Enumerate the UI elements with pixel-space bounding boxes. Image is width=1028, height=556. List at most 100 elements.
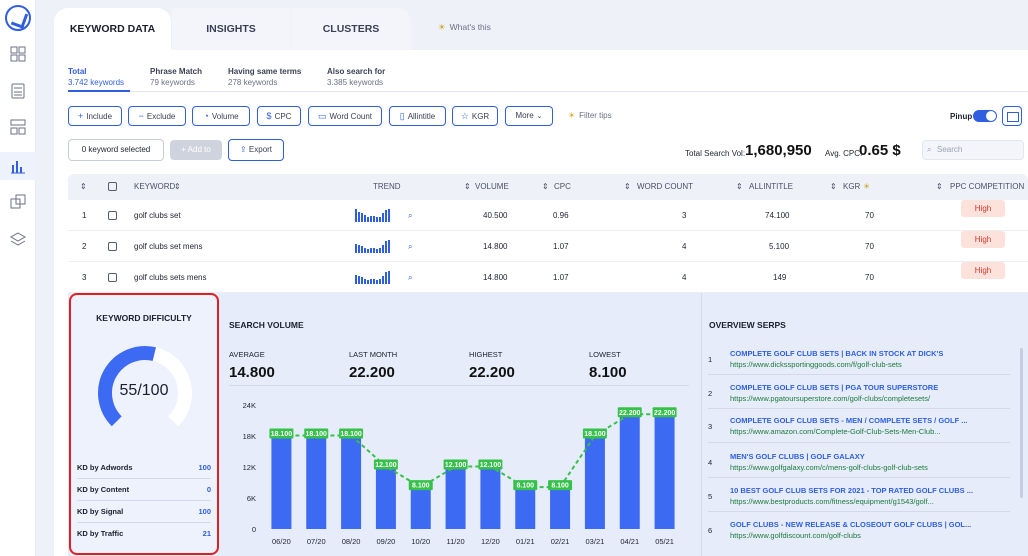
- serp-rank: 2: [708, 389, 713, 398]
- sort-icon[interactable]: ⇕: [80, 182, 87, 191]
- col-kgr[interactable]: KGR: [843, 182, 861, 191]
- document-icon: ▯: [399, 111, 405, 121]
- sort-icon[interactable]: ⇕: [174, 182, 181, 191]
- filter-tips-link[interactable]: ☀ Filter tips: [568, 111, 612, 120]
- col-keyword[interactable]: KEYWORD: [134, 182, 176, 191]
- search-icon[interactable]: ⌕: [408, 242, 413, 251]
- filter-tips-label: Filter tips: [579, 111, 612, 120]
- keyword-cell[interactable]: golf clubs set mens: [134, 242, 203, 251]
- volume-icon: ◔: [203, 111, 209, 121]
- col-cpc[interactable]: CPC: [554, 182, 571, 191]
- serps-scrollbar[interactable]: [1020, 348, 1023, 498]
- x-tick-label: 01/21: [516, 537, 535, 546]
- more-button[interactable]: More ⌄: [505, 106, 553, 126]
- x-tick-label: 02/21: [551, 537, 570, 546]
- app-logo[interactable]: [5, 5, 31, 31]
- tab-keyword-data[interactable]: KEYWORD DATA: [54, 8, 171, 50]
- cpc-cell: 0.96: [553, 211, 569, 220]
- layers-icon[interactable]: [10, 231, 26, 247]
- cpc-cell: 1.07: [553, 273, 569, 282]
- sort-icon[interactable]: ⇕: [624, 182, 631, 191]
- whats-this-label: What's this: [449, 22, 491, 32]
- dashboard-icon[interactable]: [10, 46, 26, 62]
- col-trend[interactable]: TREND: [373, 182, 401, 191]
- data-label: 8.100: [516, 483, 534, 490]
- sort-icon[interactable]: ⇕: [936, 182, 943, 191]
- tab-clusters[interactable]: CLUSTERS: [291, 8, 411, 50]
- row-checkbox[interactable]: [108, 262, 117, 293]
- sort-icon[interactable]: ⇕: [736, 182, 743, 191]
- calculator-icon[interactable]: [10, 83, 26, 99]
- data-label-bg: [269, 428, 294, 439]
- serp-url[interactable]: https://www.dickssportinggoods.com/f/gol…: [730, 360, 902, 369]
- volume-button[interactable]: ◔ Volume: [192, 106, 250, 126]
- exclude-label: Exclude: [146, 112, 176, 121]
- coin-icon: $: [266, 111, 272, 121]
- table-row[interactable]: 2 golf clubs set mens ⌕ 14.800 1.07 4 5.…: [68, 231, 1028, 262]
- serp-title[interactable]: 10 BEST GOLF CLUB SETS FOR 2021 - TOP RA…: [730, 486, 973, 495]
- data-label: 18.100: [271, 431, 293, 438]
- search-icon[interactable]: ⌕: [408, 211, 413, 220]
- search-placeholder: Search: [937, 145, 963, 154]
- word-count-button[interactable]: ▭ Word Count: [308, 106, 382, 126]
- ppc-badge: High: [961, 200, 1005, 217]
- pinup-toggle[interactable]: [973, 110, 997, 122]
- kd-content-row: KD by Content 0: [77, 485, 211, 494]
- col-word-count[interactable]: WORD COUNT: [637, 182, 693, 191]
- data-label-bg: [617, 407, 642, 418]
- kgr-button[interactable]: ☆ KGR: [452, 106, 498, 126]
- row-checkbox[interactable]: [108, 231, 117, 262]
- kgr-label: KGR: [471, 112, 490, 121]
- tab-insights[interactable]: INSIGHTS: [172, 8, 290, 50]
- stat-value: 14.800: [229, 364, 275, 381]
- serp-title[interactable]: COMPLETE GOLF CLUB SETS | PGA TOUR SUPER…: [730, 383, 939, 392]
- data-label: 18.100: [306, 431, 328, 438]
- serp-url[interactable]: https://www.golfgalaxy.com/c/mens-golf-c…: [730, 463, 928, 472]
- select-all-checkbox[interactable]: [108, 174, 117, 200]
- search-icon[interactable]: ⌕: [408, 273, 413, 282]
- serp-title[interactable]: MEN'S GOLF CLUBS | GOLF GALAXY: [730, 452, 865, 461]
- kd-label: KD by Traffic: [77, 529, 124, 538]
- row-checkbox[interactable]: [108, 200, 117, 231]
- whats-this-link[interactable]: ☀ What's this: [438, 22, 491, 33]
- serp-url[interactable]: https://www.golfdiscount.com/golf-clubs: [730, 531, 861, 540]
- serp-title[interactable]: GOLF CLUBS - NEW RELEASE & CLOSEOUT GOLF…: [730, 520, 972, 529]
- stat-label: LAST MONTH: [349, 350, 398, 359]
- serp-title[interactable]: COMPLETE GOLF CLUB SETS - MEN / COMPLETE…: [730, 416, 968, 425]
- table-row[interactable]: 1 golf clubs set ⌕ 40.500 0.96 3 74.100 …: [68, 200, 1028, 231]
- include-button[interactable]: + Include: [68, 106, 122, 126]
- add-to-button[interactable]: + Add to: [170, 140, 222, 160]
- keyword-cell[interactable]: golf clubs set: [134, 211, 181, 220]
- allintitle-button[interactable]: ▯ Allintitle: [389, 106, 446, 126]
- keyword-selected-count: 0 keyword selected: [68, 139, 164, 161]
- subtab-also-search-for[interactable]: Also search for 3.385 keywords: [327, 66, 385, 88]
- layout-icon[interactable]: [10, 119, 26, 135]
- exclude-button[interactable]: − Exclude: [128, 106, 186, 126]
- bar-chart-icon[interactable]: [10, 158, 26, 174]
- layout-toggle-button[interactable]: [1002, 106, 1022, 126]
- col-ppc-competition[interactable]: PPC COMPETITION: [950, 182, 1025, 191]
- minus-icon: −: [138, 111, 144, 121]
- sort-icon[interactable]: ⇕: [830, 182, 837, 191]
- col-volume[interactable]: VOLUME: [475, 182, 509, 191]
- kd-label: KD by Adwords: [77, 463, 133, 472]
- copy-icon[interactable]: [10, 194, 26, 210]
- subtab-total[interactable]: Total 3.742 keywords: [68, 66, 124, 88]
- keyword-cell[interactable]: golf clubs sets mens: [134, 273, 207, 282]
- search-input[interactable]: ⌕ Search: [922, 140, 1024, 160]
- sort-icon[interactable]: ⇕: [464, 182, 471, 191]
- x-tick-label: 12/20: [481, 537, 500, 546]
- serp-url[interactable]: https://www.amazon.com/Complete-Golf-Clu…: [730, 427, 941, 436]
- table-row[interactable]: 3 golf clubs sets mens ⌕ 14.800 1.07 4 1…: [68, 262, 1028, 293]
- chart-bar: [619, 414, 640, 529]
- cpc-button[interactable]: $ CPC: [257, 106, 301, 126]
- serp-url[interactable]: https://www.bestproducts.com/fitness/equ…: [730, 497, 934, 506]
- serp-title[interactable]: COMPLETE GOLF CLUB SETS | BACK IN STOCK …: [730, 349, 944, 358]
- col-allintitle[interactable]: ALLINTITLE: [749, 182, 794, 191]
- subtab-phrase-match[interactable]: Phrase Match 79 keywords: [150, 66, 202, 88]
- subtab-count: 278 keywords: [228, 78, 278, 87]
- sort-icon[interactable]: ⇕: [542, 182, 549, 191]
- serp-url[interactable]: https://www.pgatoursuperstore.com/golf-c…: [730, 394, 931, 403]
- export-button[interactable]: ⇪ Export: [228, 139, 284, 161]
- subtab-having-same-terms[interactable]: Having same terms 278 keywords: [228, 66, 301, 88]
